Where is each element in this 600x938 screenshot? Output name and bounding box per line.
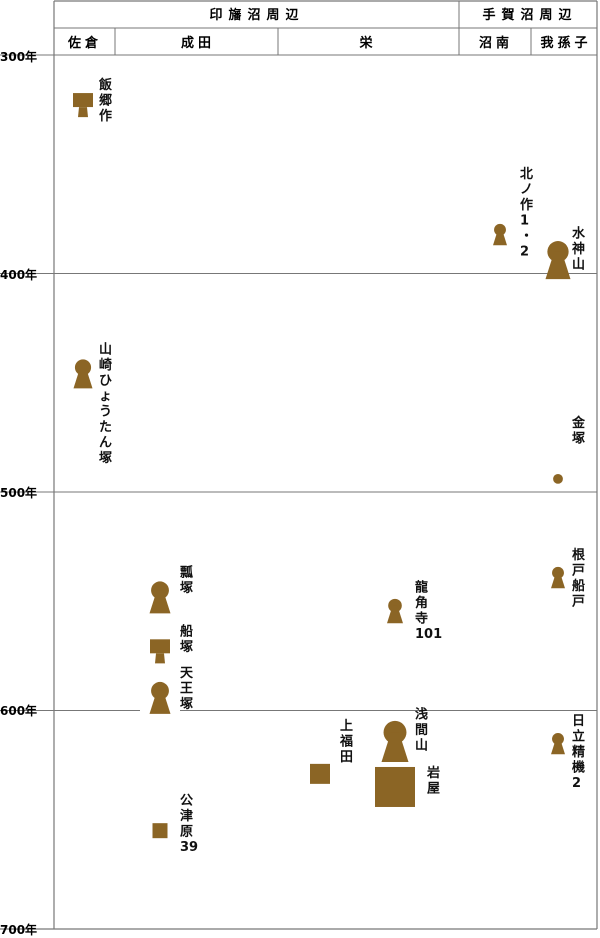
tomb-15: 公津原 39 bbox=[152, 794, 198, 856]
tomb-front-part bbox=[381, 732, 409, 763]
tomb-square-part bbox=[150, 639, 170, 654]
tomb-front-part bbox=[73, 367, 93, 389]
tomb-label: 上福田 bbox=[339, 719, 353, 765]
year-tick-600: 600年 bbox=[0, 703, 37, 718]
tomb-label: 岩屋 bbox=[426, 765, 440, 797]
tomb-label: 瓢塚 bbox=[180, 564, 193, 596]
year-tick-500: 500年 bbox=[0, 485, 37, 500]
tomb-layer: 飯郷作北ノ作 1 ・ 2 山崎ひょうたん塚 水神山金塚根戸船戸 瓢塚龍角寺 101 船塚天王塚浅… bbox=[73, 77, 586, 855]
region-header-tega: 手賀沼周辺 bbox=[482, 7, 577, 23]
area-header-narita: 成田 bbox=[181, 35, 215, 51]
tomb-3: 山崎ひょうたん塚 bbox=[73, 341, 112, 466]
tomb-front-part bbox=[387, 605, 403, 624]
area-header-sakae: 栄 bbox=[358, 35, 376, 51]
area-header-shonan: 沼南 bbox=[479, 35, 513, 51]
year-tick-400: 400年 bbox=[0, 267, 37, 282]
tomb-13: 上福田 bbox=[310, 719, 353, 784]
tomb-7: 瓢塚 bbox=[149, 564, 193, 614]
tomb-label: 船塚 bbox=[180, 623, 193, 655]
tomb-front-part bbox=[78, 107, 88, 118]
year-tick-300: 300年 bbox=[0, 49, 37, 64]
tomb-front-part bbox=[545, 251, 571, 280]
tomb-9: 船塚 bbox=[150, 623, 193, 664]
tomb-label: 浅間山 bbox=[415, 706, 428, 753]
tomb-6: 根戸船戸 bbox=[551, 547, 586, 610]
tomb-label: 根戸船戸 bbox=[572, 547, 586, 610]
tomb-2: 北ノ作 1 ・ 2 bbox=[493, 167, 533, 260]
region-header-inba: 印旛沼周辺 bbox=[209, 7, 304, 23]
area-header-sakura: 佐倉 bbox=[67, 35, 102, 51]
tomb-label: 公津原 39 bbox=[180, 794, 198, 856]
year-axis: 300年 400年 500年 600年 700年 bbox=[0, 49, 37, 937]
tomb-12: 日立精機 2 bbox=[551, 714, 585, 791]
tomb-label: 天王塚 bbox=[180, 666, 194, 712]
tomb-front-part bbox=[551, 738, 565, 755]
tomb-label: 水神山 bbox=[572, 226, 586, 273]
tomb-front-part bbox=[551, 572, 565, 589]
tomb-square-part bbox=[375, 766, 415, 807]
tomb-front-part bbox=[155, 653, 165, 664]
tomb-label: 北ノ作 1 ・ 2 bbox=[520, 167, 533, 260]
tomb-front-part bbox=[493, 229, 507, 246]
tomb-label: 飯郷作 bbox=[98, 77, 112, 124]
tomb-8: 龍角寺 101 bbox=[387, 580, 442, 643]
tomb-front-part bbox=[149, 690, 171, 714]
tomb-square-part bbox=[310, 763, 330, 784]
tomb-square-part bbox=[152, 823, 168, 839]
area-header-abiko: 我孫子 bbox=[540, 35, 591, 51]
tomb-5: 金塚 bbox=[553, 415, 586, 484]
tomb-round-part bbox=[553, 473, 563, 484]
year-tick-700: 700年 bbox=[0, 922, 37, 937]
tomb-4: 水神山 bbox=[545, 226, 586, 280]
tomb-square-part bbox=[73, 93, 93, 108]
tomb-14: 岩屋 bbox=[375, 765, 440, 807]
tomb-label: 日立精機 2 bbox=[572, 714, 585, 791]
tomb-11: 浅間山 bbox=[381, 706, 428, 763]
tomb-1: 飯郷作 bbox=[73, 77, 112, 124]
tomb-label: 山崎ひょうたん塚 bbox=[99, 341, 112, 466]
tomb-label: 龍角寺 101 bbox=[415, 580, 442, 643]
tomb-10: 天王塚 bbox=[149, 666, 194, 714]
header: 印旛沼周辺 手賀沼周辺 佐倉 成田 栄 沼南 我孫子 bbox=[67, 7, 591, 51]
tomb-label: 金塚 bbox=[571, 415, 586, 447]
tomb-front-part bbox=[149, 590, 171, 614]
